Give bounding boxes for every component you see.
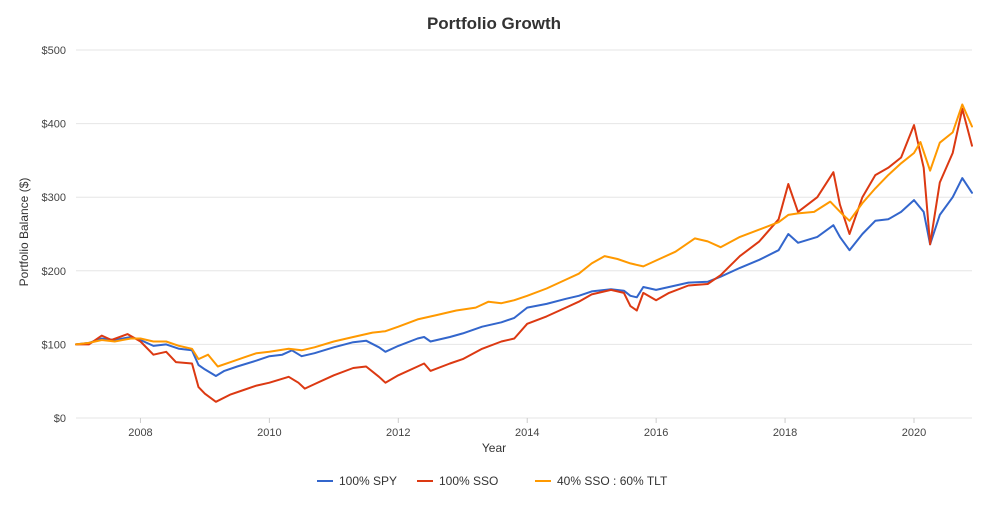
y-tick-label: $0 bbox=[54, 413, 66, 425]
y-tick-label: $100 bbox=[42, 339, 66, 351]
series-lines bbox=[75, 103, 973, 403]
grid-lines bbox=[76, 49, 972, 419]
legend-item-1[interactable]: 100% SPY bbox=[317, 474, 397, 488]
x-tick-label: 2016 bbox=[644, 427, 668, 439]
x-tick-label: 2014 bbox=[515, 427, 539, 439]
x-tick-label: 2010 bbox=[257, 427, 281, 439]
y-axis-ticks: $0 $100 $200 $300 $400 $500 bbox=[42, 45, 66, 425]
chart-title: Portfolio Growth bbox=[427, 14, 561, 33]
y-tick-label: $300 bbox=[42, 192, 66, 204]
legend: 100% SPY 100% SSO 40% SSO : 60% TLT bbox=[317, 474, 668, 488]
x-tick-label: 2018 bbox=[773, 427, 797, 439]
legend-label: 40% SSO : 60% TLT bbox=[557, 474, 668, 488]
x-axis-ticks: 2008 2010 2012 2014 2016 2018 2020 bbox=[128, 418, 926, 439]
x-tick-label: 2008 bbox=[128, 427, 152, 439]
series-line-2 bbox=[75, 107, 973, 403]
x-tick-label: 2012 bbox=[386, 427, 410, 439]
legend-label: 100% SPY bbox=[339, 474, 397, 488]
series-line-1 bbox=[75, 177, 973, 377]
x-tick-label: 2020 bbox=[902, 427, 926, 439]
y-tick-label: $400 bbox=[42, 119, 66, 131]
x-axis-label: Year bbox=[482, 441, 506, 455]
y-tick-label: $200 bbox=[42, 266, 66, 278]
legend-item-2[interactable]: 100% SSO bbox=[417, 474, 498, 488]
legend-item-3[interactable]: 40% SSO : 60% TLT bbox=[535, 474, 668, 488]
legend-label: 100% SSO bbox=[439, 474, 498, 488]
series-line-3 bbox=[75, 103, 973, 368]
y-tick-label: $500 bbox=[42, 45, 66, 57]
y-axis-label: Portfolio Balance ($) bbox=[17, 178, 31, 287]
